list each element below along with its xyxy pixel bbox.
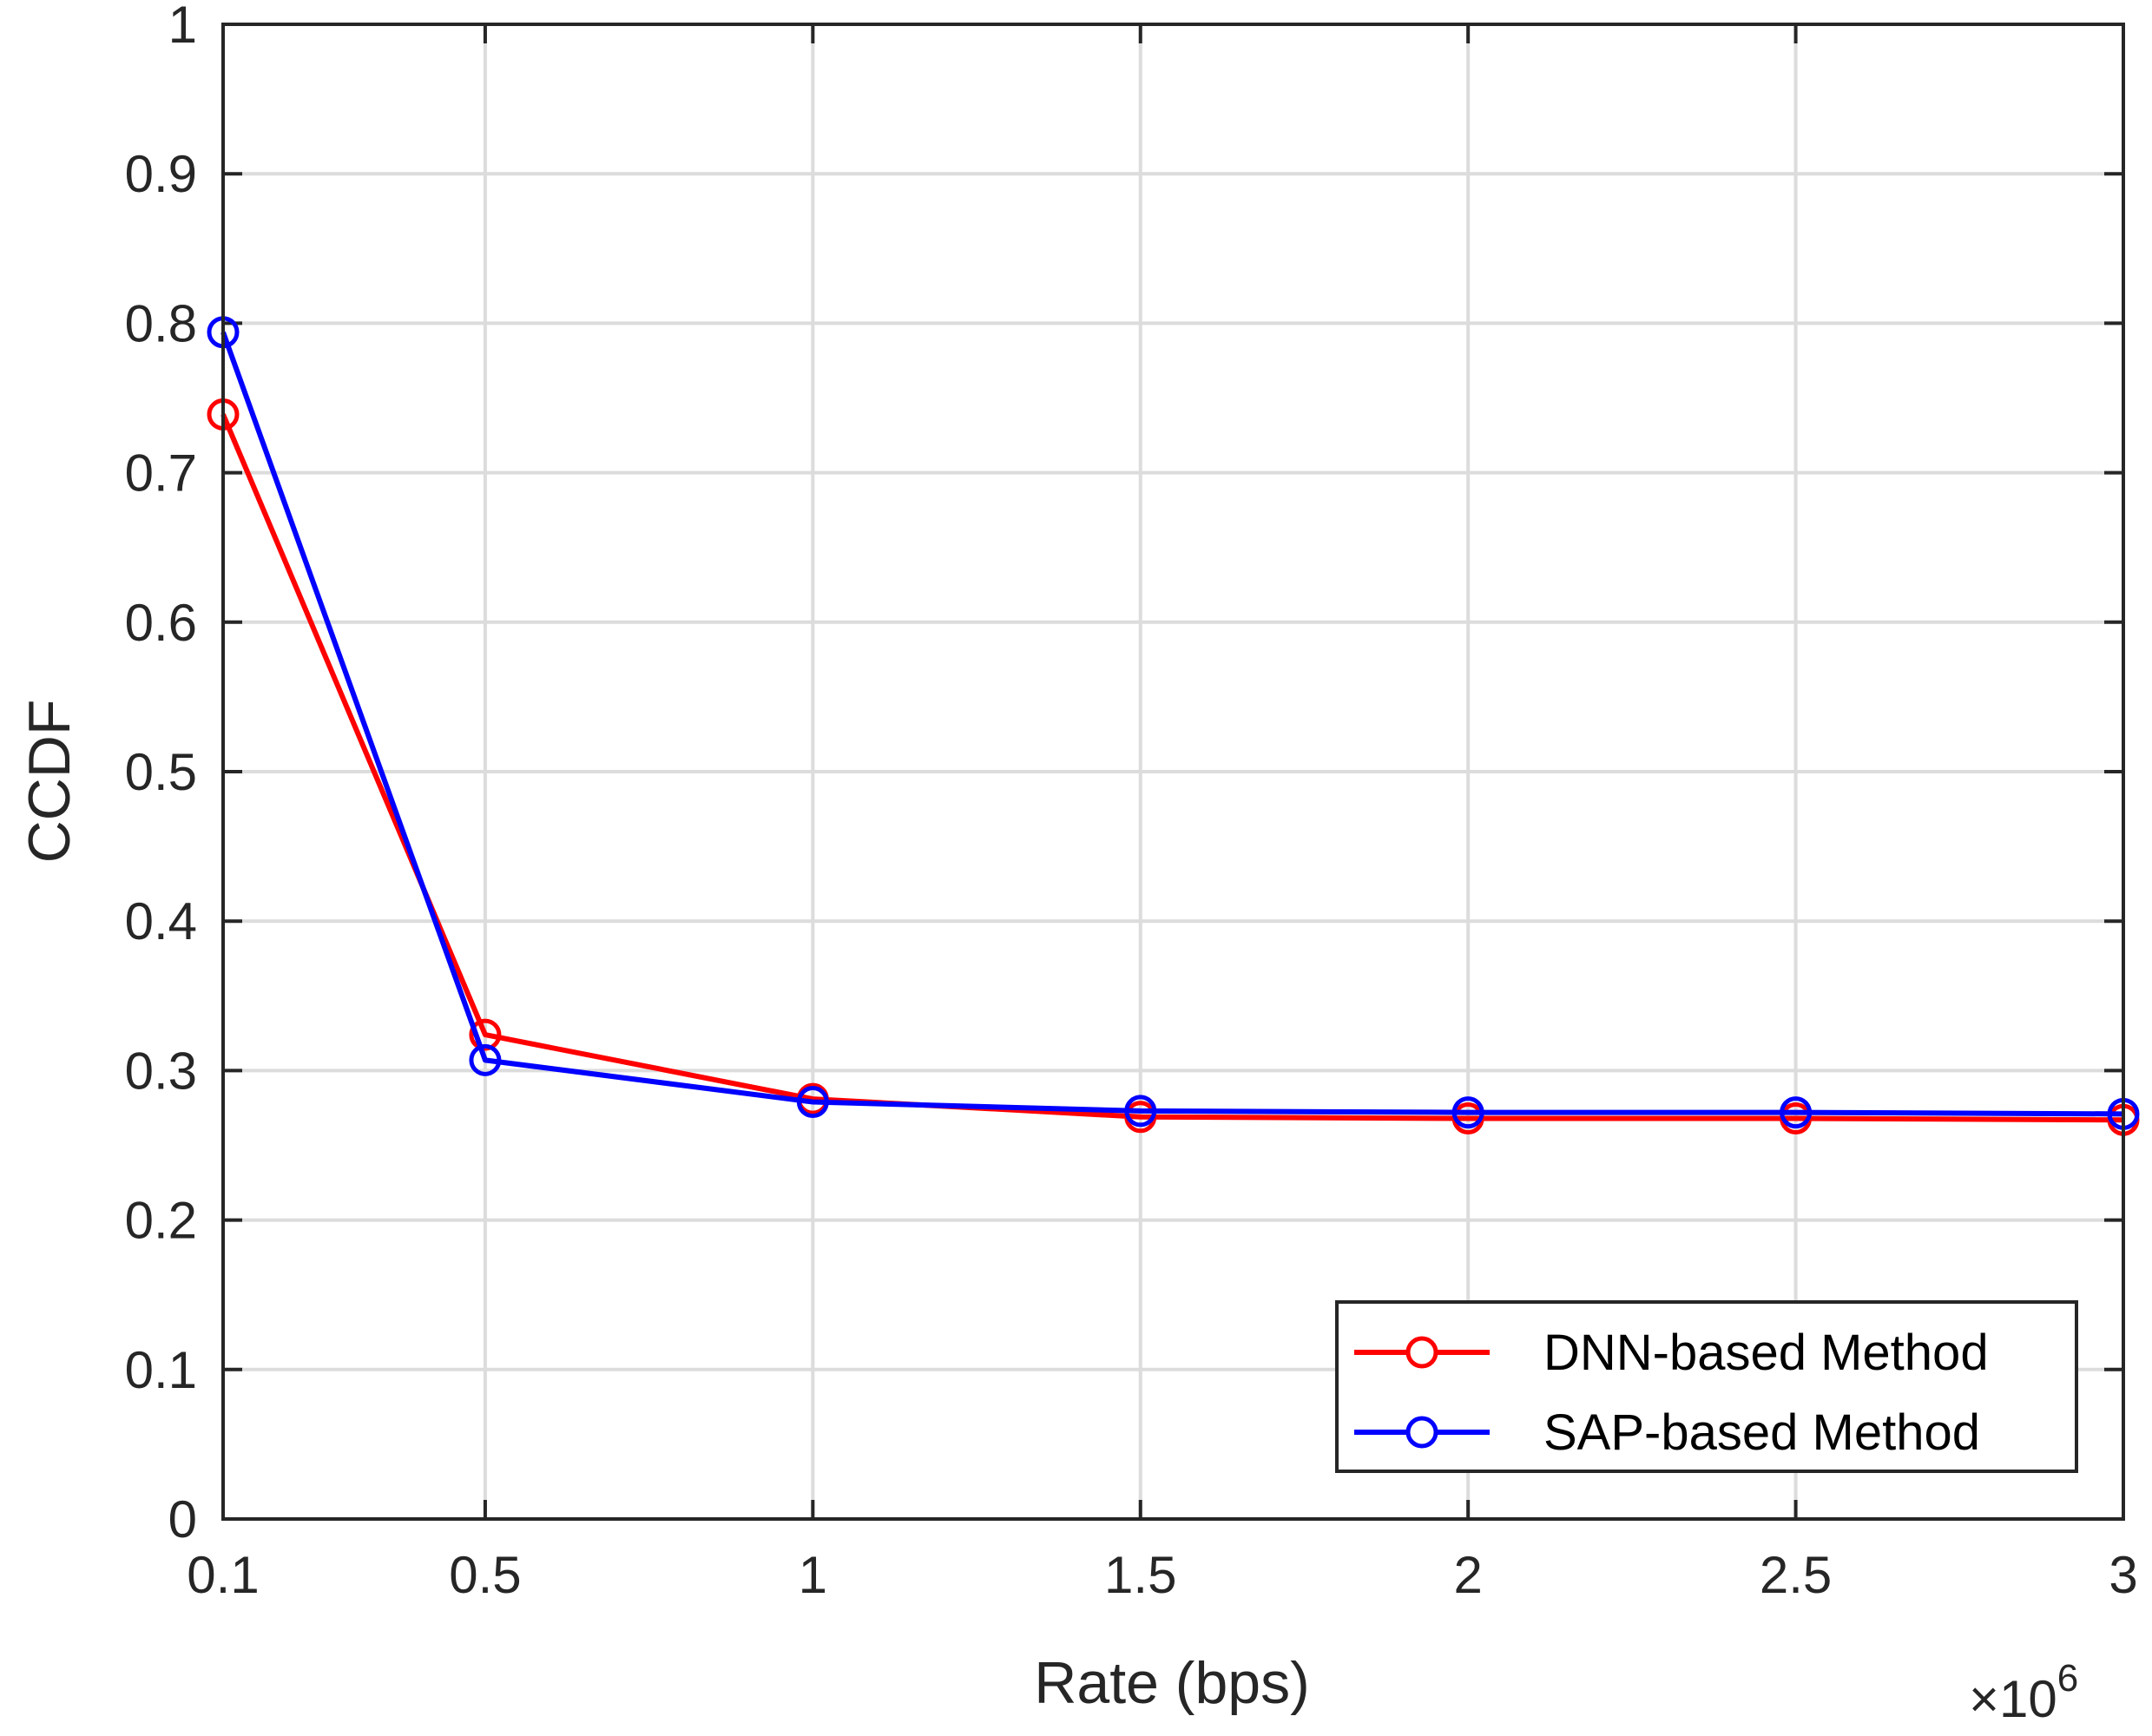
x-tick-label: 1.5 bbox=[1104, 1546, 1176, 1604]
y-tick-label: 0.4 bbox=[125, 892, 197, 950]
x-tick-label: 3 bbox=[2109, 1546, 2137, 1604]
x-tick-label: 2 bbox=[1453, 1546, 1482, 1604]
y-tick-label: 0.1 bbox=[125, 1341, 197, 1399]
legend-marker bbox=[1405, 1416, 1438, 1449]
x-tick-label: 0.1 bbox=[187, 1546, 259, 1604]
y-tick-label: 0.8 bbox=[125, 294, 197, 352]
legend: DNN-based Method SAP-based Method bbox=[1335, 1300, 2078, 1473]
x-axis-multiplier: ×106 bbox=[1969, 1657, 2078, 1728]
y-tick-label: 0.7 bbox=[125, 444, 197, 503]
y-tick-label: 0.6 bbox=[125, 594, 197, 652]
y-tick-label: 1 bbox=[168, 0, 197, 54]
plot-area-border bbox=[221, 23, 2125, 1521]
data-point bbox=[469, 1043, 502, 1076]
x-multiplier-exponent: 6 bbox=[2057, 1657, 2078, 1700]
y-tick-label: 0.9 bbox=[125, 145, 197, 203]
legend-box bbox=[1335, 1300, 2078, 1473]
data-point bbox=[1451, 1096, 1484, 1129]
x-tick-label: 2.5 bbox=[1760, 1546, 1832, 1604]
tick-labels: 0.1 0.5 1 1.5 2 2.5 300.10.20.30.40.50.60.70.8… bbox=[125, 0, 2138, 1604]
legend-item: SAP-based Method bbox=[1354, 1404, 1980, 1461]
y-tick-label: 0.5 bbox=[125, 743, 197, 801]
y-tick-label: 0.3 bbox=[125, 1042, 197, 1100]
y-axis-label: CCDF bbox=[16, 700, 82, 864]
series-line bbox=[220, 413, 2124, 1123]
y-tick-label: 0 bbox=[168, 1490, 197, 1549]
x-tick-label: 0.5 bbox=[449, 1546, 521, 1604]
x-multiplier-base: ×10 bbox=[1969, 1670, 2057, 1728]
data-point bbox=[796, 1086, 829, 1119]
legend-marker bbox=[1405, 1336, 1438, 1369]
data-point bbox=[1124, 1095, 1157, 1128]
legend-label: DNN-based Method bbox=[1543, 1325, 1989, 1381]
svg-text:×106: ×106 bbox=[1969, 1657, 2078, 1728]
data-point bbox=[1780, 1096, 1813, 1129]
legend-item: DNN-based Method bbox=[1354, 1325, 1989, 1381]
y-tick-label: 0.2 bbox=[125, 1192, 197, 1250]
series-line bbox=[220, 331, 2124, 1117]
legend-label: SAP-based Method bbox=[1543, 1404, 1980, 1461]
data-point bbox=[469, 1018, 502, 1051]
x-tick-label: 1 bbox=[799, 1546, 827, 1604]
x-axis-label: Rate (bps) bbox=[1034, 1650, 1309, 1716]
